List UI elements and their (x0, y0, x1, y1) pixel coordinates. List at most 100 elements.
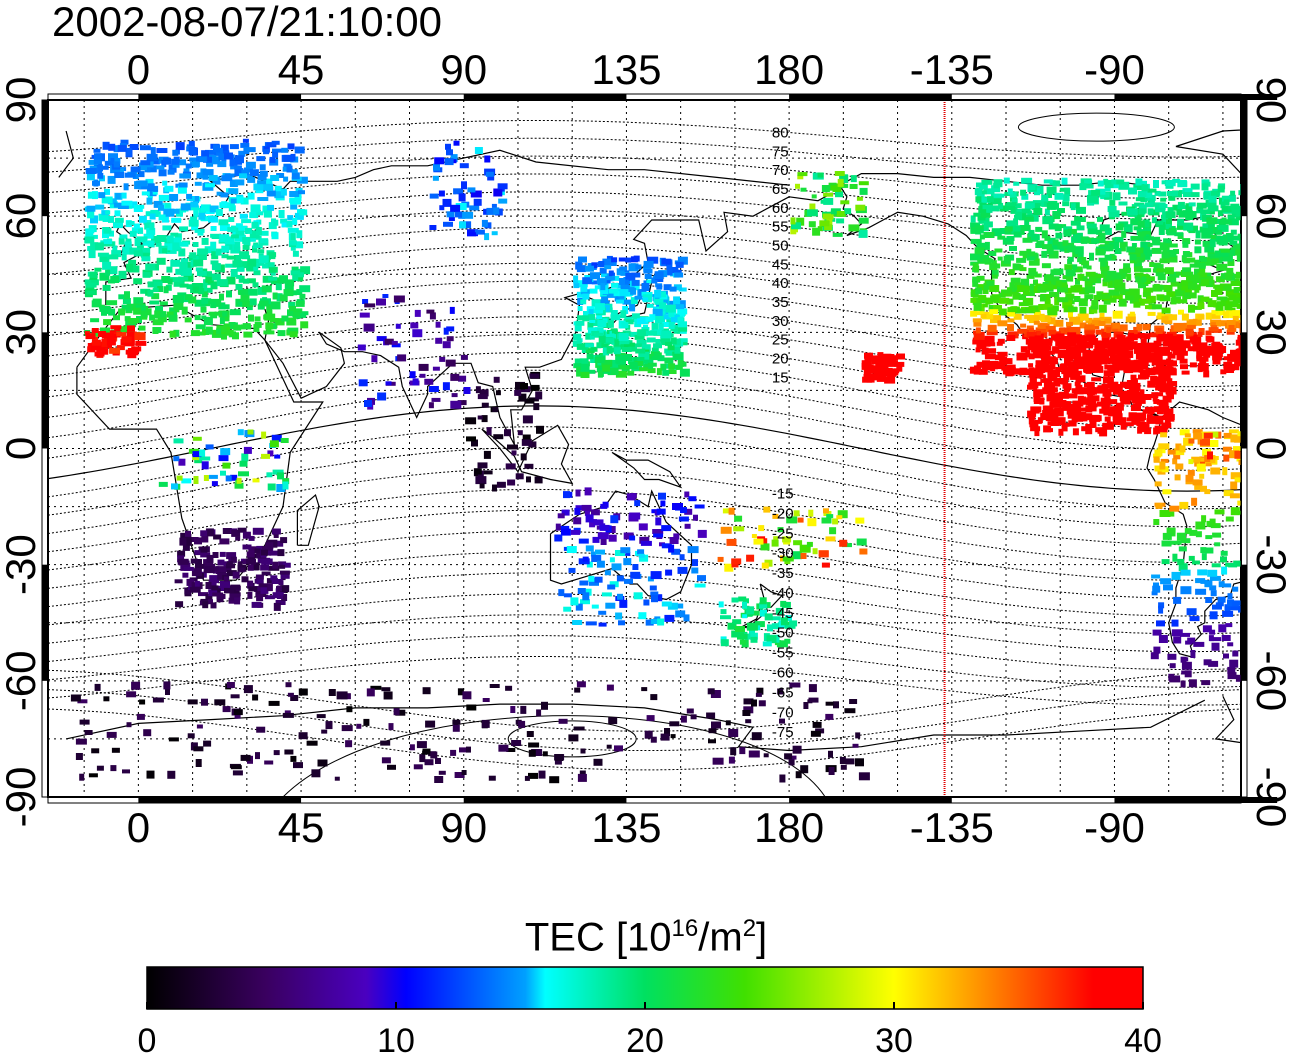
tec-cell (981, 297, 987, 303)
tec-cell (1130, 405, 1141, 411)
tec-cell (1172, 178, 1181, 183)
tec-cell (248, 314, 254, 322)
tec-cell (174, 233, 182, 241)
tec-cell (1137, 425, 1148, 433)
tec-cell (1064, 187, 1071, 196)
tec-cell (1129, 254, 1137, 261)
tec-cell (586, 306, 595, 312)
tec-cell (211, 273, 221, 281)
tec-cell (118, 308, 126, 316)
tec-cell (677, 360, 684, 367)
tec-cell (1014, 282, 1022, 288)
tec-cell (751, 699, 757, 707)
tec-cell (576, 291, 586, 298)
tec-cell (1180, 569, 1191, 576)
tec-cell (706, 712, 716, 719)
tec-cell (1230, 190, 1236, 196)
tec-cell (653, 533, 664, 538)
tec-cell (236, 274, 243, 279)
tec-cell (124, 172, 136, 178)
tec-cell (673, 284, 682, 291)
tec-cell (630, 297, 638, 305)
tec-cell (1159, 388, 1168, 393)
tec-cell (1091, 387, 1101, 394)
tec-cell (1127, 341, 1138, 347)
tec-cell (606, 684, 614, 691)
tec-cell (1064, 264, 1073, 271)
tec-cell (1217, 301, 1226, 307)
tec-cell (1189, 530, 1196, 535)
tec-cell (1228, 301, 1239, 308)
tec-cell (226, 290, 232, 298)
tec-cell (334, 776, 340, 781)
tec-cell (1197, 314, 1205, 320)
tec-cell (1204, 258, 1215, 266)
tec-cell (1228, 429, 1239, 434)
tec-cell (1039, 351, 1047, 358)
axis-bar (47, 796, 1242, 804)
tec-cell (200, 546, 208, 553)
tec-cell (771, 623, 779, 630)
tec-cell (607, 584, 616, 590)
tec-cell (1228, 218, 1239, 226)
tec-cell (1188, 229, 1196, 234)
tec-cell (775, 607, 784, 615)
tec-cell (498, 744, 509, 752)
tec-cell (631, 367, 641, 372)
tec-cell (1272, 471, 1277, 475)
tec-cell (133, 223, 140, 229)
tec-cell (1233, 287, 1240, 293)
tec-cell (1030, 426, 1041, 432)
tec-cell (1029, 315, 1039, 324)
tec-cell (1206, 217, 1218, 225)
tec-cell (187, 733, 195, 739)
tec-cell (385, 381, 392, 386)
tec-cell (156, 235, 167, 242)
tec-cell (298, 190, 305, 195)
tec-cell (1134, 202, 1145, 207)
right-lat-tick-label: 0 (1248, 437, 1292, 460)
tec-cell (175, 142, 185, 151)
tec-cell (637, 317, 648, 324)
tec-cell (1199, 356, 1209, 362)
tec-cell (1237, 233, 1241, 238)
tec-cell (1198, 457, 1206, 465)
tec-cell (621, 347, 632, 352)
tec-cell (855, 758, 864, 767)
tec-cell (1155, 328, 1163, 334)
tec-cell (1199, 267, 1206, 275)
tec-cell (629, 535, 636, 541)
tec-cell (439, 356, 446, 362)
tec-cell (266, 472, 273, 478)
tec-cell (668, 363, 676, 369)
tec-cell (232, 770, 243, 776)
tec-cell (597, 361, 604, 366)
tec-cell (733, 526, 745, 532)
tec-cell (243, 147, 250, 154)
tec-cell (660, 337, 671, 345)
tec-cell (156, 148, 168, 153)
tec-cell (1162, 489, 1172, 495)
tec-cell (1120, 423, 1127, 430)
tec-cell (1186, 319, 1197, 327)
tec-cell (275, 283, 282, 291)
tec-cell (576, 265, 586, 273)
tec-cell (149, 300, 160, 305)
tec-cell (1068, 306, 1078, 312)
tec-cell (168, 314, 178, 322)
tec-cell (839, 757, 846, 764)
tec-cell (720, 526, 732, 534)
tec-data-points (70, 138, 1277, 784)
tec-cell (110, 158, 117, 164)
tec-cell (1023, 285, 1033, 291)
tec-cell (617, 593, 623, 600)
tec-cell (235, 155, 244, 164)
tec-cell (292, 274, 299, 281)
tec-cell (619, 365, 631, 370)
tec-cell (560, 528, 571, 536)
tec-cell (677, 566, 688, 574)
tec-cell (1211, 343, 1223, 351)
tec-cell (1159, 461, 1166, 470)
tec-cell (1188, 459, 1194, 465)
tec-cell (631, 272, 641, 278)
